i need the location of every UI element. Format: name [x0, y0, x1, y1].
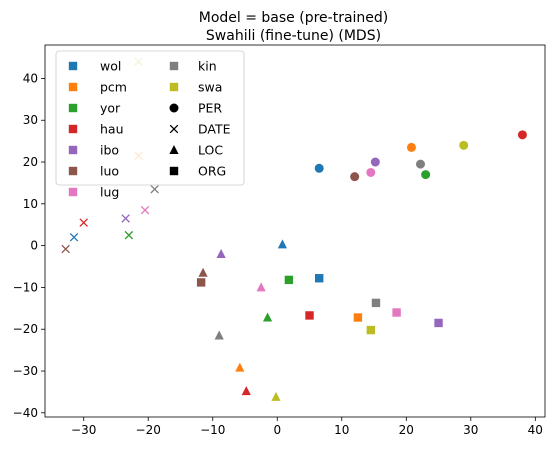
x-tick-label: −10 — [200, 423, 225, 437]
data-point-pcm-per — [406, 142, 416, 152]
legend-label-kin: kin — [198, 59, 217, 74]
legend-marker-yor — [68, 103, 78, 113]
legend-label-loc: LOC — [198, 143, 223, 158]
plot-frame — [44, 44, 546, 418]
legend-label-swa: swa — [198, 80, 222, 95]
legend-label-luo: luo — [100, 164, 119, 179]
data-point-wol-per — [314, 163, 324, 173]
data-point-ibo-org — [434, 318, 443, 328]
legend-marker-loc — [169, 145, 179, 154]
data-point-wol-loc — [277, 239, 288, 249]
x-tick-label: −30 — [71, 423, 96, 437]
legend-marker-pcm — [68, 82, 78, 92]
y-tick-label: 40 — [23, 71, 38, 85]
data-point-yor-date — [124, 230, 134, 240]
legend-label-org: ORG — [198, 164, 226, 179]
legend-marker-date — [169, 124, 179, 134]
data-point-pcm-org — [353, 313, 363, 322]
chart-subtitle: Swahili (fine-tune) (MDS) — [206, 28, 381, 44]
x-tick-label: 40 — [528, 423, 543, 437]
data-point-luo-date — [61, 244, 70, 254]
data-point-hau-loc — [241, 386, 251, 396]
data-point-lug-per — [366, 167, 376, 177]
y-tick-label: 10 — [23, 197, 38, 211]
x-tick-label: 0 — [273, 423, 281, 437]
legend-marker-ibo — [68, 145, 78, 155]
data-point-luo-loc — [198, 267, 208, 277]
data-point-ibo-date — [121, 214, 130, 223]
data-point-kin-date — [150, 184, 159, 194]
y-tick-label: 30 — [23, 113, 38, 127]
data-point-swa-loc — [271, 391, 281, 401]
data-point-swa-per — [459, 140, 469, 150]
legend-label-per: PER — [198, 101, 222, 116]
data-point-lug-loc — [256, 282, 266, 292]
chart-title: Model = base (pre-trained) — [199, 10, 389, 26]
legend-marker-lug — [68, 187, 78, 197]
legend-marker-org — [169, 166, 179, 176]
legend-marker-kin — [169, 61, 179, 71]
y-tick-label: 0 — [30, 239, 38, 253]
legend-label-lug: lug — [100, 185, 119, 200]
data-point-kin-per — [415, 159, 425, 169]
legend-marker-luo — [68, 166, 78, 176]
data-point-ibo-per — [370, 157, 380, 167]
data-point-wol-date — [69, 233, 79, 242]
data-point-hau-org — [305, 311, 314, 320]
y-tick-label: −10 — [13, 280, 38, 294]
data-point-luo-org — [196, 278, 206, 287]
x-tick-label: 30 — [463, 423, 478, 437]
y-tick-label: −30 — [13, 364, 38, 378]
legend-label-pcm: pcm — [100, 80, 127, 95]
legend-marker-hau — [68, 124, 78, 134]
data-point-yor-per — [421, 170, 431, 180]
x-tick-label: −20 — [136, 423, 161, 437]
legend-marker-per — [169, 103, 179, 113]
x-tick-label: 20 — [399, 423, 414, 437]
data-point-wol-org — [314, 274, 324, 283]
legend-marker-wol — [68, 61, 78, 71]
y-tick-label: −40 — [13, 406, 38, 420]
data-point-lug-date — [140, 205, 150, 215]
legend-label-hau: hau — [100, 122, 124, 137]
data-point-ibo-loc — [216, 248, 226, 258]
legend-box — [55, 50, 245, 186]
data-point-hau-per — [517, 130, 527, 140]
data-point-kin-org — [371, 298, 381, 308]
y-tick-label: −20 — [13, 322, 38, 336]
axis-ticks: −30 −20 −10 0 10 20 30 40 −40 −30 −20 −10 0 10 20 30 40 — [13, 71, 543, 437]
data-point-kin-loc — [214, 330, 224, 340]
legend-label-ibo: ibo — [100, 143, 119, 158]
x-tick-label: 10 — [334, 423, 349, 437]
data-point-swa-org — [366, 325, 376, 335]
data-point-luo-per — [350, 172, 360, 182]
legend-label-wol: wol — [100, 59, 121, 74]
data-point-lug-org — [392, 308, 401, 317]
legend: wol pcm yor hau ibo luo lug kin swa PER DATE LOC ORG — [55, 50, 245, 200]
legend-label-yor: yor — [100, 101, 121, 116]
data-point-yor-org — [284, 275, 294, 285]
data-point-yor-loc — [262, 312, 273, 322]
data-point-hau-date — [79, 218, 88, 227]
legend-label-date: DATE — [198, 122, 231, 137]
data-point-pcm-loc — [235, 362, 245, 372]
legend-marker-swa — [169, 82, 179, 92]
y-tick-label: 20 — [23, 155, 38, 169]
